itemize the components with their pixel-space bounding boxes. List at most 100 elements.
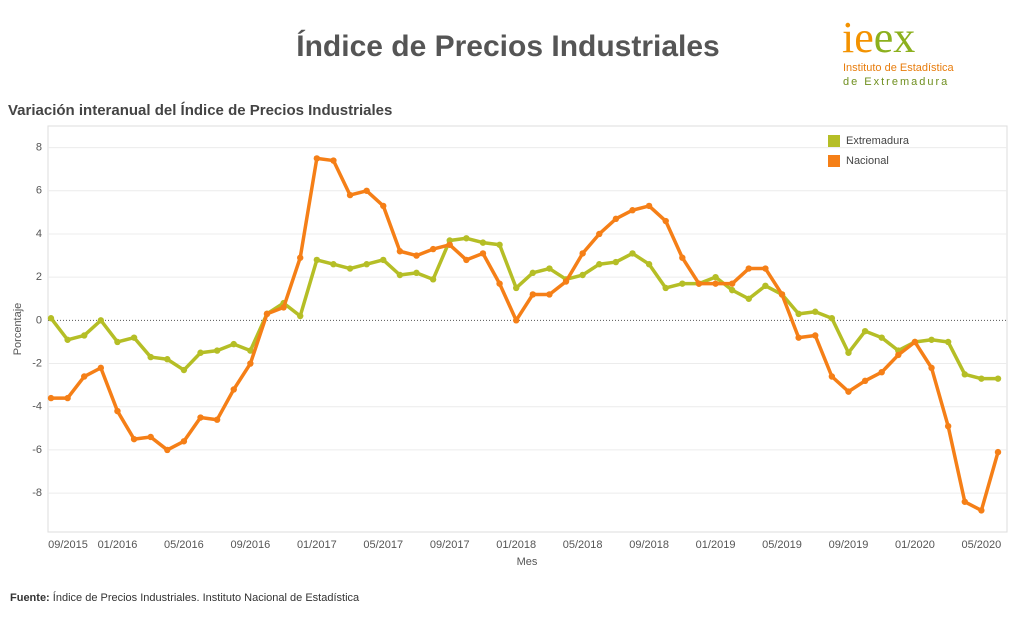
- legend-swatch: [828, 135, 840, 147]
- x-tick-label: 05/2020: [962, 539, 1002, 551]
- data-point: [230, 340, 237, 348]
- data-point: [612, 215, 620, 223]
- data-point: [512, 317, 520, 324]
- data-point: [944, 338, 952, 346]
- data-point: [512, 284, 520, 292]
- y-tick-label: -2: [32, 357, 42, 369]
- data-point: [479, 250, 487, 257]
- data-point: [64, 336, 71, 343]
- data-point: [164, 356, 171, 363]
- data-point: [263, 310, 271, 318]
- data-point: [861, 377, 869, 385]
- data-point: [596, 261, 603, 268]
- x-tick-label: 05/2016: [164, 539, 204, 551]
- data-point: [297, 312, 304, 320]
- x-axis-label: Mes: [517, 556, 538, 568]
- data-point: [280, 304, 287, 311]
- data-point: [812, 332, 819, 339]
- data-point: [230, 386, 237, 393]
- data-point: [828, 315, 836, 322]
- data-point: [546, 265, 553, 272]
- x-tick-label: 09/2018: [629, 539, 669, 551]
- x-tick-label: 05/2017: [363, 539, 403, 551]
- y-tick-label: -6: [32, 444, 42, 456]
- y-tick-label: 2: [36, 271, 42, 283]
- data-point: [944, 422, 952, 430]
- x-tick-label: 01/2019: [696, 539, 736, 551]
- data-point: [861, 327, 869, 335]
- data-point: [130, 334, 138, 341]
- data-point: [812, 308, 819, 315]
- data-point: [81, 332, 88, 339]
- data-point: [994, 448, 1002, 456]
- data-point: [778, 291, 786, 298]
- data-point: [164, 446, 171, 454]
- data-point: [496, 280, 503, 287]
- logo-line: de Extremadura: [843, 76, 949, 88]
- data-point: [97, 364, 105, 372]
- data-point: [845, 388, 852, 395]
- data-point: [679, 254, 686, 261]
- x-tick-label: 09/2015: [48, 539, 88, 551]
- data-point: [978, 375, 985, 382]
- source-text: Índice de Precios Industriales. Institut…: [53, 591, 360, 604]
- data-point: [645, 261, 653, 268]
- data-point: [845, 349, 852, 356]
- logo: ieex: [842, 13, 915, 62]
- data-point: [596, 230, 603, 238]
- y-tick-label: 4: [36, 228, 42, 240]
- data-point: [247, 360, 254, 367]
- data-point: [961, 498, 968, 505]
- data-point: [712, 273, 719, 281]
- y-tick-label: 6: [36, 185, 42, 197]
- data-point: [762, 265, 769, 272]
- data-point: [330, 261, 337, 268]
- data-point: [629, 207, 636, 214]
- data-point: [396, 248, 404, 255]
- data-point: [728, 280, 736, 287]
- data-point: [147, 433, 154, 441]
- data-point: [429, 276, 437, 283]
- data-point: [629, 250, 636, 257]
- data-point: [213, 416, 221, 423]
- data-point: [247, 347, 254, 354]
- page-title: Índice de Precios Industriales: [296, 29, 720, 63]
- data-point: [712, 280, 719, 287]
- data-point: [346, 265, 354, 272]
- data-point: [180, 438, 188, 445]
- data-point: [114, 338, 121, 346]
- data-point: [297, 254, 304, 261]
- data-point: [180, 366, 188, 374]
- y-tick-label: -8: [32, 487, 42, 499]
- plot-area: [47, 125, 1008, 533]
- data-point: [978, 507, 985, 514]
- data-point: [463, 256, 470, 264]
- data-point: [928, 336, 935, 343]
- data-point: [114, 407, 121, 415]
- data-point: [994, 375, 1002, 382]
- y-tick-label: 0: [36, 314, 42, 326]
- logo-line: Instituto de Estadística: [843, 62, 955, 74]
- source: Fuente: Índice de Precios Industriales. …: [10, 591, 360, 604]
- data-point: [579, 250, 586, 257]
- series-line: [49, 236, 998, 381]
- data-point: [745, 295, 752, 302]
- data-point: [429, 245, 437, 253]
- data-point: [346, 191, 354, 199]
- data-point: [662, 217, 669, 225]
- data-point: [197, 349, 204, 356]
- data-point: [546, 291, 553, 298]
- data-point: [396, 271, 404, 279]
- data-point: [479, 239, 487, 246]
- data-point: [878, 334, 885, 341]
- data-point: [529, 269, 537, 277]
- data-point: [380, 202, 387, 210]
- source-label: Fuente:: [10, 592, 50, 604]
- data-point: [64, 394, 71, 402]
- data-point: [197, 414, 204, 421]
- data-point: [313, 155, 321, 162]
- data-point: [47, 315, 55, 322]
- data-point: [562, 278, 570, 285]
- data-point: [413, 252, 420, 259]
